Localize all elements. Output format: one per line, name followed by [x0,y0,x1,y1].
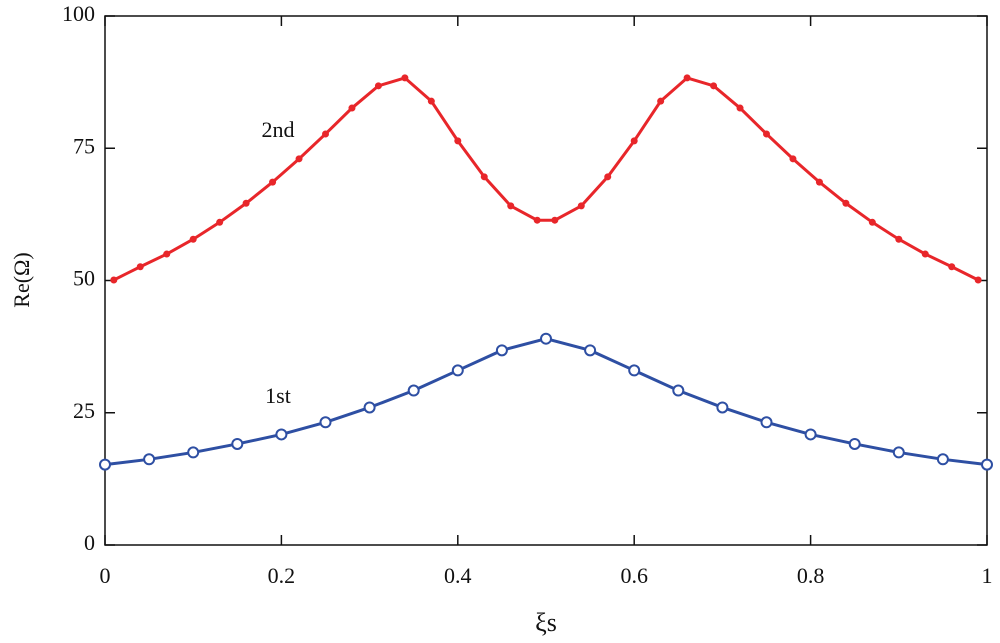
data-point [242,199,250,207]
y-tick-label: 50 [73,266,95,291]
x-tick-label: 1 [982,563,993,588]
data-point [143,453,156,466]
data-point [760,416,773,429]
data-point [348,104,356,112]
data-point [269,178,277,186]
y-tick-label: 0 [84,530,95,555]
data-point [480,173,488,181]
data-point [710,82,718,90]
data-point [374,82,382,90]
x-tick-label: 0 [100,563,111,588]
y-axis-label: Re(Ω) [9,252,34,307]
data-point [187,446,200,459]
data-point [921,250,929,258]
data-point [842,199,850,207]
data-point [495,344,508,357]
data-point [216,218,224,226]
data-point [974,276,982,284]
data-point [451,364,464,377]
data-point [407,384,420,397]
data-point [683,74,691,82]
data-point [275,428,288,441]
x-axis-label: ξs [535,608,557,637]
data-point [295,155,303,163]
data-point [540,332,552,345]
data-point [322,130,329,138]
data-point [936,453,949,466]
data-point [136,263,144,271]
data-point [427,97,435,105]
x-tick-label: 0.8 [797,563,825,588]
data-point [848,437,861,450]
data-point [604,173,612,181]
y-tick-label: 75 [73,133,95,158]
data-point [630,137,638,145]
data-point [189,235,197,243]
data-point [763,130,770,138]
data-point [716,401,729,414]
annotation: 1st [265,383,291,408]
data-point [789,155,797,163]
data-point [657,97,665,105]
y-tick-label: 100 [62,1,95,26]
data-point [99,458,111,471]
data-point [551,216,559,224]
plot-frame [104,15,988,546]
data-point [892,446,905,459]
data-point [319,416,332,429]
data-point [981,458,993,471]
data-point [736,104,744,112]
series-line [113,76,979,282]
x-tick-label: 0.6 [620,563,648,588]
data-point [163,250,171,258]
data-point [507,202,515,210]
data-point [895,235,903,243]
data-point [868,218,876,226]
x-tick-label: 0.4 [444,563,472,588]
y-tick-label: 25 [73,398,95,423]
data-point [815,178,823,186]
x-tick-label: 0.2 [268,563,296,588]
data-point [231,437,244,450]
data-point [363,401,376,414]
data-point [672,384,685,397]
data-point [110,276,118,284]
data-point [628,364,641,377]
annotation: 2nd [262,117,295,142]
data-point [401,74,409,82]
data-point [533,216,541,224]
data-point [948,263,956,271]
data-point [584,344,597,357]
data-point [577,202,585,210]
data-point [804,428,817,441]
data-point [454,137,462,145]
